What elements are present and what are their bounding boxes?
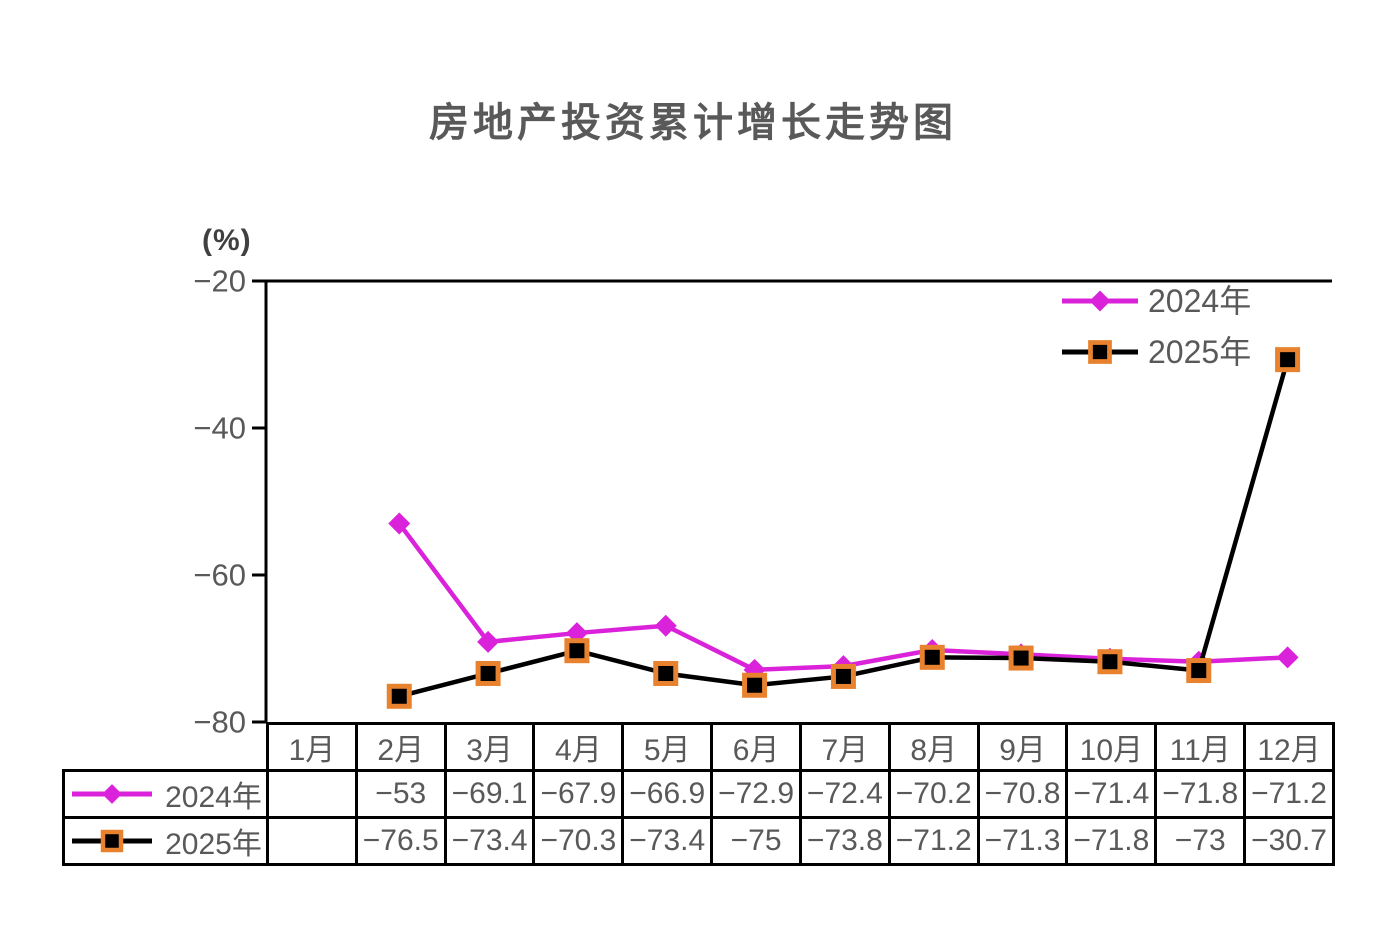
square-marker-icon bbox=[830, 663, 856, 689]
square-marker-icon bbox=[653, 660, 679, 686]
value-cell: −73.8 bbox=[798, 816, 891, 866]
month-header-cell: 2月 bbox=[354, 722, 447, 772]
diamond-marker-icon bbox=[102, 784, 123, 804]
square-marker-icon bbox=[475, 660, 501, 686]
legend-entry-2024年: 2024年 bbox=[1062, 283, 1251, 319]
month-header-cell: 11月 bbox=[1154, 722, 1247, 772]
chart-title: 房地产投资累计增长走势图 bbox=[429, 101, 957, 145]
y-axis-tick-label: −20 bbox=[193, 264, 246, 299]
value-cell: −71.2 bbox=[887, 816, 980, 866]
square-marker-icon bbox=[1088, 340, 1112, 364]
series-name-label: 2024年 bbox=[165, 781, 262, 814]
value-cell: −30.7 bbox=[1243, 816, 1335, 866]
value-cell: −71.8 bbox=[1154, 769, 1247, 819]
square-marker-icon bbox=[100, 829, 124, 853]
value-cell: −71.2 bbox=[1243, 769, 1335, 819]
diamond-marker-icon bbox=[1276, 646, 1299, 669]
square-marker-icon bbox=[1275, 347, 1301, 373]
series-2025年 bbox=[386, 347, 1301, 709]
series-key-cell: 2024年 bbox=[62, 769, 269, 819]
diamond-key-icon bbox=[72, 784, 153, 804]
diamond-marker-icon bbox=[1089, 290, 1111, 312]
legend-label: 2025年 bbox=[1148, 334, 1251, 370]
value-cell: −71.3 bbox=[976, 816, 1069, 866]
square-key-icon bbox=[72, 829, 153, 853]
value-cell: −66.9 bbox=[621, 769, 714, 819]
value-cell: −71.8 bbox=[1065, 816, 1158, 866]
value-cell: −70.2 bbox=[887, 769, 980, 819]
series-name-label: 2025年 bbox=[165, 828, 262, 861]
square-marker-icon bbox=[1097, 649, 1123, 675]
square-marker-icon bbox=[742, 672, 768, 698]
month-header-cell: 8月 bbox=[887, 722, 980, 772]
series-line-2024年 bbox=[397, 522, 1288, 673]
value-cell: −72.4 bbox=[798, 769, 891, 819]
legend-entry-2025年: 2025年 bbox=[1062, 334, 1251, 370]
square-marker-icon bbox=[1008, 645, 1034, 671]
y-axis-tick-label: −40 bbox=[193, 411, 246, 446]
square-marker-icon bbox=[386, 683, 412, 709]
diamond-marker-icon bbox=[654, 614, 677, 637]
value-cell: −73.4 bbox=[443, 816, 536, 866]
series-key-cell: 2025年 bbox=[62, 816, 269, 866]
table-row-2025年: 2025年 −76.5 −73.4 −70.3 −73.4 −75 −73.8 −71.2 −7… bbox=[62, 816, 1335, 866]
y-axis-tick-label: −60 bbox=[193, 558, 246, 593]
month-header-cell: 5月 bbox=[621, 722, 714, 772]
month-header-cell: 7月 bbox=[798, 722, 891, 772]
series-2024年 bbox=[388, 512, 1299, 681]
value-cell: −75 bbox=[710, 816, 802, 866]
value-cell: −73 bbox=[1154, 816, 1247, 866]
value-cell: −53 bbox=[354, 769, 447, 819]
square-marker-icon bbox=[919, 644, 945, 670]
month-header-cell: 12月 bbox=[1243, 722, 1335, 772]
chart-data-table: 1月 2月 3月 4月 5月 6月 7月 8月 9月 10月 11月 12月 2024年 −53 −69.1… bbox=[62, 722, 1335, 866]
month-header-cell: 1月 bbox=[266, 722, 358, 772]
diamond-marker-icon bbox=[477, 630, 500, 653]
value-cell: −70.8 bbox=[976, 769, 1069, 819]
table-header-row: 1月 2月 3月 4月 5月 6月 7月 8月 9月 10月 11月 12月 bbox=[64, 722, 1335, 772]
value-cell bbox=[266, 816, 358, 866]
square-marker-icon bbox=[1186, 658, 1212, 684]
value-cell: −71.4 bbox=[1065, 769, 1158, 819]
value-cell: −70.3 bbox=[532, 816, 625, 866]
series-line-2025年 bbox=[398, 359, 1290, 699]
month-header-cell: 4月 bbox=[532, 722, 625, 772]
value-cell bbox=[266, 769, 358, 819]
diamond-marker-icon bbox=[388, 512, 411, 535]
value-cell: −69.1 bbox=[443, 769, 536, 819]
month-header-cell: 3月 bbox=[443, 722, 536, 772]
value-cell: −76.5 bbox=[354, 816, 447, 866]
value-cell: −72.9 bbox=[710, 769, 802, 819]
y-axis-unit-label: (%) bbox=[202, 224, 252, 257]
value-cell: −67.9 bbox=[532, 769, 625, 819]
month-header-cell: 10月 bbox=[1065, 722, 1158, 772]
y-axis-tick-label: −80 bbox=[193, 705, 246, 740]
month-header-cell: 6月 bbox=[710, 722, 802, 772]
table-row-2024年: 2024年 −53 −69.1 −67.9 −66.9 −72.9 −72.4 −70.2 −7… bbox=[62, 769, 1335, 819]
month-header-cell: 9月 bbox=[976, 722, 1069, 772]
legend-label: 2024年 bbox=[1148, 283, 1251, 319]
square-marker-icon bbox=[564, 638, 590, 664]
table-corner-blank bbox=[64, 724, 268, 771]
value-cell: −73.4 bbox=[621, 816, 714, 866]
